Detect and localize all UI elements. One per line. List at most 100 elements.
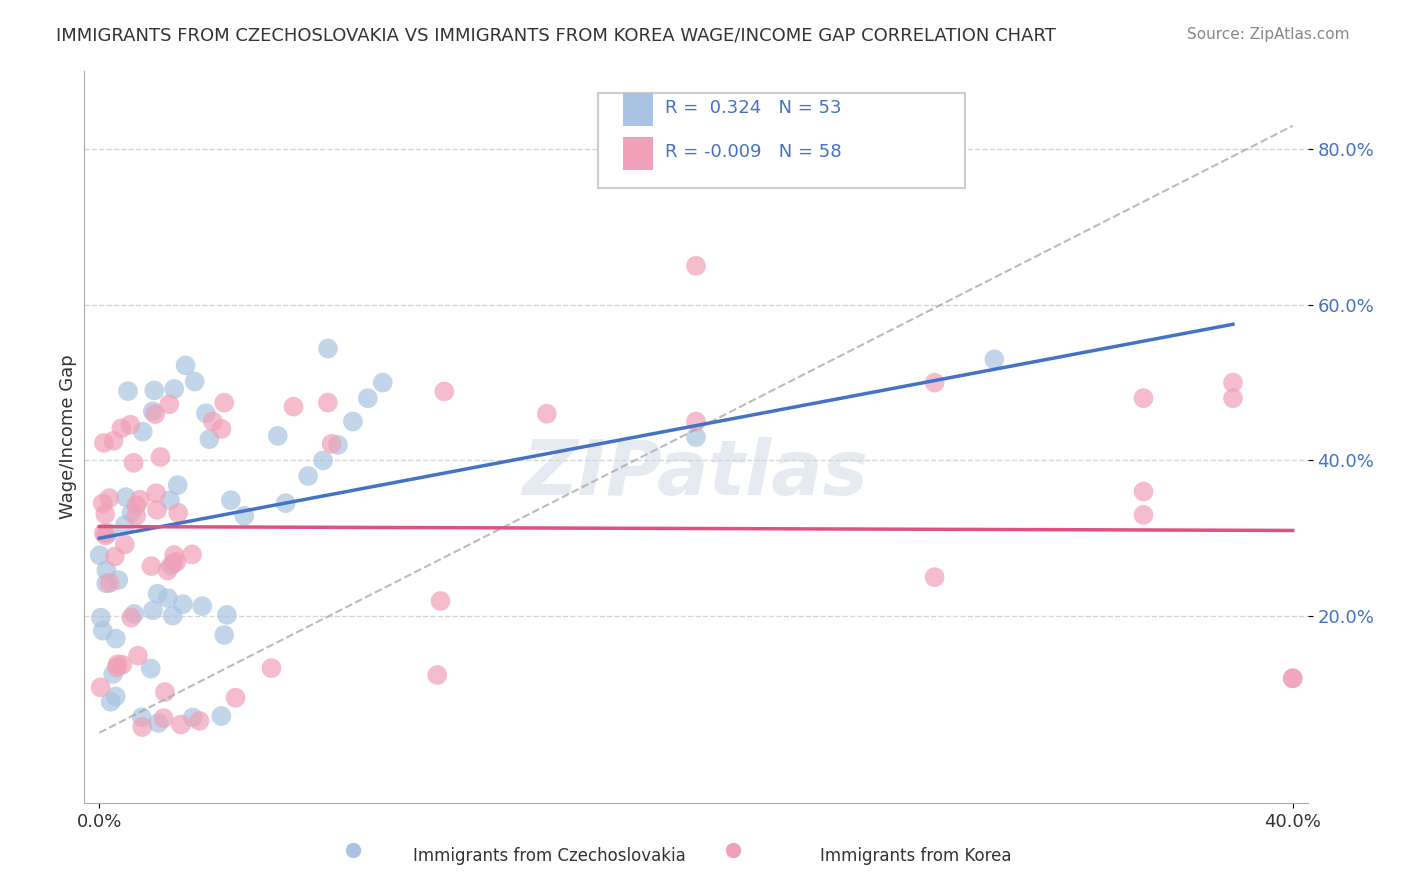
Point [93,436,115,450]
Point [145,486,167,500]
Point [198,432,221,446]
Point [194,406,217,420]
Point [1281,671,1303,685]
Text: R = -0.009   N = 58: R = -0.009 N = 58 [665,143,842,161]
Text: Source: ZipAtlas.com: Source: ZipAtlas.com [1187,27,1350,42]
Point [146,503,169,517]
Point [1132,484,1154,499]
Point [96,576,118,591]
Point [924,376,946,390]
Point [110,421,132,435]
Point [1132,391,1154,405]
Point [316,395,339,409]
Point [156,591,179,605]
Point [342,415,364,429]
Point [103,434,125,448]
Point [115,490,138,504]
Point [260,661,283,675]
Point [111,657,134,672]
Point [219,493,242,508]
Point [104,690,127,704]
Point [536,407,558,421]
Point [209,422,232,436]
Point [1281,671,1303,685]
Point [132,425,155,439]
Text: IMMIGRANTS FROM CZECHOSLOVAKIA VS IMMIGRANTS FROM KOREA WAGE/INCOME GAP CORRELAT: IMMIGRANTS FROM CZECHOSLOVAKIA VS IMMIGR… [56,27,1056,45]
Point [96,563,118,577]
Point [157,397,180,411]
Point [156,564,179,578]
Point [162,608,184,623]
Point [152,711,174,725]
Point [98,491,121,505]
Point [225,690,247,705]
Point [429,594,451,608]
Point [312,453,335,467]
Point [166,555,188,569]
Point [188,714,211,728]
Point [142,404,165,418]
Point [1222,391,1244,405]
Point [153,685,176,699]
Point [104,632,127,646]
Point [181,710,204,724]
Point [212,395,235,409]
Text: ZIPatlas: ZIPatlas [523,437,869,510]
Point [129,492,152,507]
Bar [623,94,654,126]
Point [166,478,188,492]
Point [983,352,1005,367]
Point [209,709,232,723]
Point [201,415,224,429]
Point [233,508,256,523]
Bar [623,137,654,170]
Point [162,556,184,570]
Point [167,506,190,520]
Point [117,384,139,398]
Point [183,375,205,389]
Point [89,548,111,562]
Point [685,415,707,429]
Point [297,469,319,483]
Point [107,657,129,672]
Point [91,496,114,510]
Point [212,628,235,642]
Point [191,599,214,614]
Point [924,570,946,584]
Point [433,384,456,399]
Point [114,537,136,551]
Point [142,603,165,617]
Point [426,668,449,682]
Point [120,417,142,432]
Point [131,720,153,734]
Point [122,456,145,470]
Point [94,528,117,542]
Point [131,710,153,724]
Text: Immigrants from Czechoslovakia: Immigrants from Czechoslovakia [413,847,686,864]
Text: R =  0.324   N = 53: R = 0.324 N = 53 [665,99,842,117]
Point [146,587,169,601]
FancyBboxPatch shape [598,94,965,188]
Point [105,660,128,674]
Point [357,391,380,405]
Point [267,429,290,443]
Point [371,376,394,390]
Point [172,597,194,611]
Point [149,450,172,464]
Point [90,681,112,695]
Point [139,662,162,676]
Point [94,508,117,522]
Point [174,359,197,373]
Point [181,547,204,561]
Point [100,695,122,709]
Point [159,493,181,508]
Point [141,559,163,574]
Point [104,549,127,564]
Point [163,548,186,562]
Point [143,407,166,421]
Point [107,573,129,587]
Point [114,517,136,532]
Point [98,576,121,591]
Point [120,610,142,624]
Point [170,717,193,731]
